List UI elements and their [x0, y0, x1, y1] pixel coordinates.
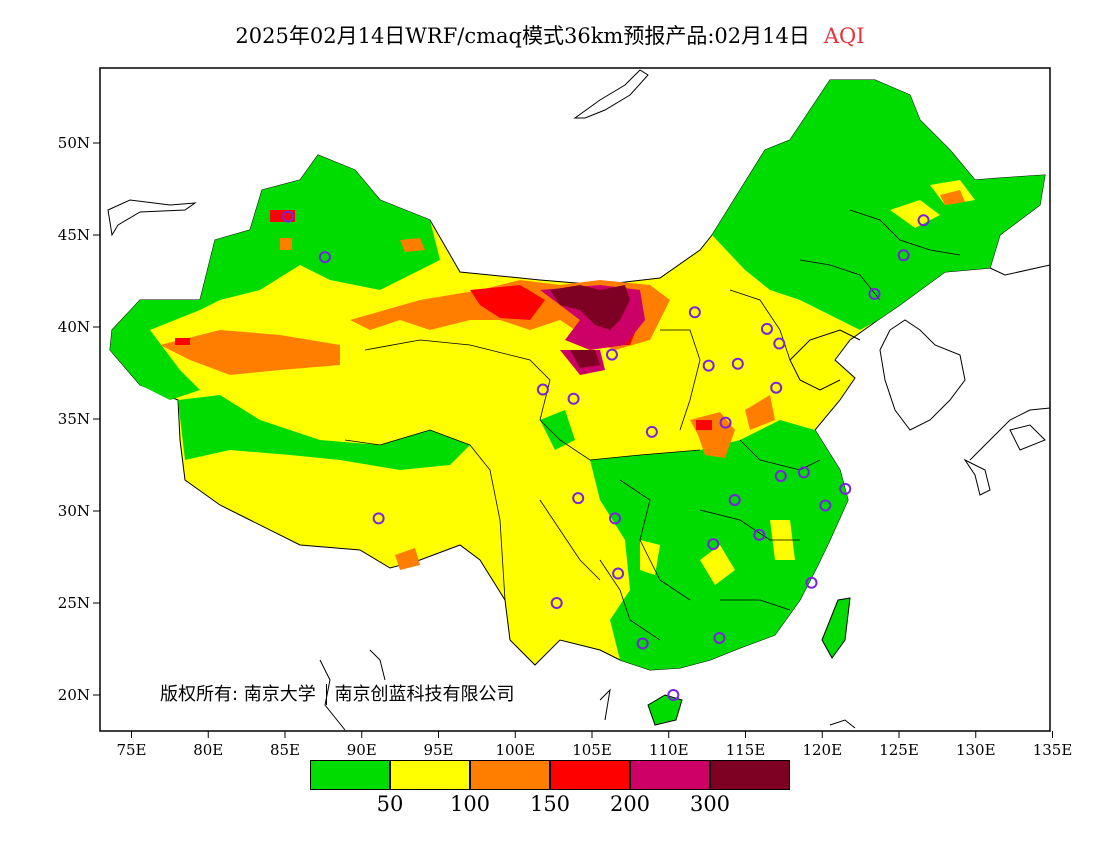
x-tick-label: 105E — [572, 741, 612, 759]
x-tick-label: 90E — [347, 741, 377, 759]
x-tick-label: 130E — [956, 741, 996, 759]
x-tick-label: 85E — [270, 741, 300, 759]
station-marker[interactable] — [572, 492, 585, 505]
station-marker[interactable] — [536, 383, 549, 396]
station-marker[interactable] — [753, 528, 766, 541]
x-tick-label: 110E — [649, 741, 689, 759]
map-content — [107, 69, 1050, 731]
station-marker[interactable] — [688, 306, 701, 319]
station-marker[interactable] — [819, 499, 832, 512]
x-tick-label: 115E — [726, 741, 766, 759]
y-tick-label: 25N — [58, 594, 90, 612]
x-tick-label: 100E — [495, 741, 535, 759]
copyright-notice: 版权所有: 南京大学 南京创蓝科技有限公司 — [160, 680, 515, 706]
y-tick-label: 20N — [58, 686, 90, 704]
legend-swatch — [310, 760, 390, 790]
station-marker[interactable] — [605, 348, 618, 361]
station-marker[interactable] — [667, 689, 680, 701]
legend-label: 50 — [376, 792, 404, 816]
station-marker[interactable] — [702, 359, 715, 372]
station-marker[interactable] — [719, 416, 732, 429]
legend-label: 150 — [529, 792, 571, 816]
copyright-text: 版权所有: 南京大学 — [160, 684, 316, 705]
station-marker[interactable] — [774, 470, 787, 483]
map-title: 2025年02月14日WRF/cmaq模式36km预报产品:02月14日 AQI — [0, 20, 1100, 50]
product-name: AQI — [823, 24, 865, 48]
station-marker[interactable] — [707, 538, 720, 551]
x-tick-label: 75E — [116, 741, 146, 759]
y-tick-label: 45N — [58, 226, 90, 244]
station-marker[interactable] — [567, 392, 580, 405]
station-marker[interactable] — [760, 322, 773, 335]
station-marker[interactable] — [868, 287, 881, 300]
x-tick-label: 135E — [1033, 741, 1073, 759]
station-marker[interactable] — [805, 576, 818, 589]
station-marker[interactable] — [839, 482, 852, 495]
x-axis: 75E 80E 85E 90E 95E 100E 105E 110E 115E 120E 125E 1… — [116, 731, 1072, 759]
station-marker[interactable] — [731, 357, 744, 370]
x-tick-label: 125E — [879, 741, 919, 759]
station-marker[interactable] — [797, 466, 810, 479]
station-marker[interactable] — [713, 631, 726, 644]
y-tick-label: 40N — [58, 318, 90, 336]
station-marker[interactable] — [917, 214, 930, 227]
company-name: 南京创蓝科技有限公司 — [325, 684, 515, 705]
y-tick-label: 50N — [58, 134, 90, 152]
x-tick-label: 95E — [423, 741, 453, 759]
aqi-yellow-zones — [640, 180, 975, 585]
legend-swatch — [630, 760, 710, 790]
station-marker[interactable] — [612, 567, 625, 580]
legend-label: 200 — [609, 792, 651, 816]
y-tick-label: 30N — [58, 502, 90, 520]
station-marker[interactable] — [773, 337, 786, 350]
station-marker[interactable] — [609, 512, 622, 525]
legend-swatch — [550, 760, 630, 790]
aqi-legend: 50 100 150 200 300 — [310, 760, 792, 816]
taiwan-island — [821, 597, 851, 659]
y-axis: 20N 25N 30N 35N 40N 45N 50N — [58, 134, 100, 704]
legend-swatch — [710, 760, 790, 790]
legend-swatch — [470, 760, 550, 790]
x-tick-label: 80E — [193, 741, 223, 759]
legend-label: 300 — [689, 792, 731, 816]
legend-swatch — [390, 760, 470, 790]
station-marker[interactable] — [282, 210, 295, 223]
station-marker[interactable] — [318, 251, 331, 264]
station-marker[interactable] — [645, 425, 658, 438]
coastline-outlines — [107, 69, 1050, 731]
x-tick-label: 120E — [802, 741, 842, 759]
station-marker[interactable] — [636, 637, 649, 650]
title-text: 2025年02月14日WRF/cmaq模式36km预报产品:02月14日 — [235, 24, 810, 48]
y-tick-label: 35N — [58, 410, 90, 428]
legend-label: 100 — [449, 792, 491, 816]
station-markers — [282, 210, 930, 701]
station-marker[interactable] — [728, 493, 741, 506]
station-marker[interactable] — [770, 381, 783, 394]
aqi-maroon-zones — [550, 285, 630, 368]
station-marker[interactable] — [550, 597, 563, 609]
hainan-island — [647, 694, 683, 726]
station-marker[interactable] — [372, 512, 385, 525]
station-marker[interactable] — [897, 249, 910, 262]
